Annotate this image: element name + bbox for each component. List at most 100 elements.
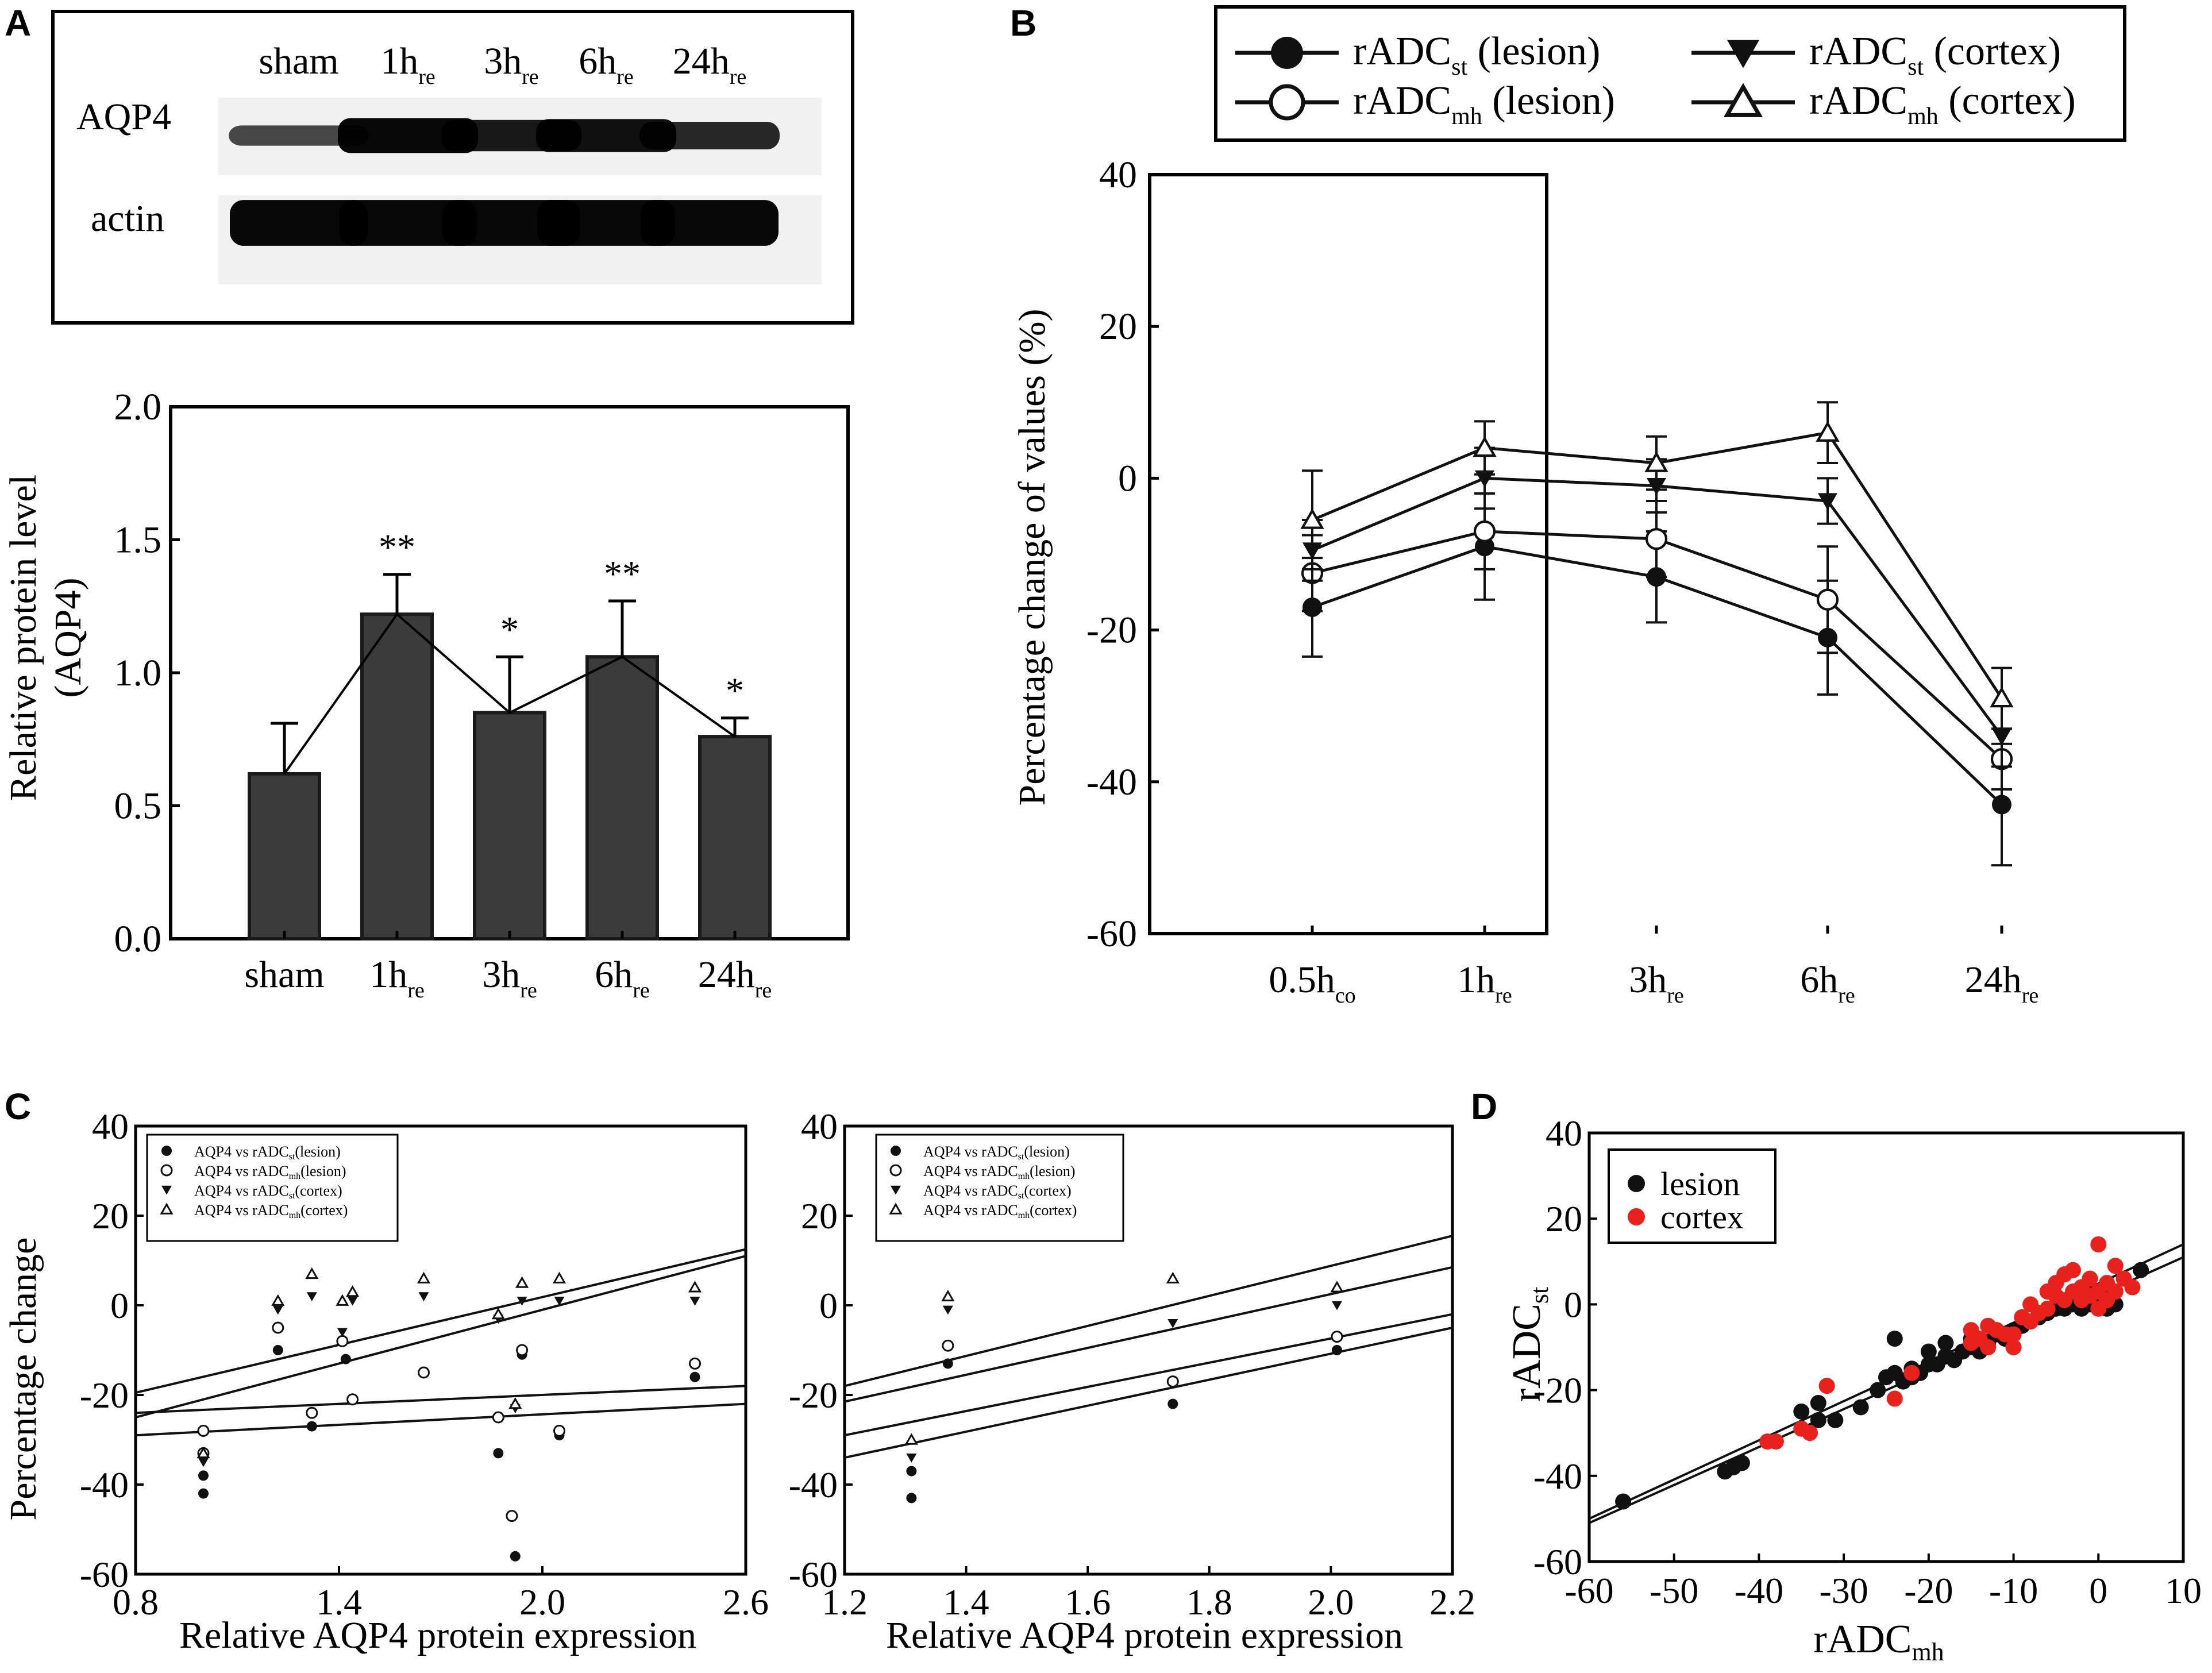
chart-d-point-lesion-12	[1886, 1331, 1903, 1347]
chart-c-right-point-s0-1	[906, 1493, 917, 1504]
chart-a-xtick-label-2-main: 3h	[482, 954, 520, 996]
chart-d-point-lesion-5	[1810, 1412, 1826, 1428]
chart-b-legend-label-0: rADCst (lesion)	[1353, 29, 1600, 80]
chart-b-legend-label-3: rADCmh (cortex)	[1809, 79, 2076, 130]
chart-a-bar-1	[360, 612, 434, 940]
chart-c-right-legend-label-2: AQP4 vs rADCst(cortex)	[923, 1182, 1072, 1201]
chart-b-legend-suffix: (cortex)	[1924, 29, 2061, 74]
chart-d-point-cortex-12	[2005, 1339, 2022, 1355]
chart-c-left: Percentage change Relative AQP4 protein …	[2, 1106, 769, 1656]
chart-c-left-legend-text: AQP4 vs rADC	[194, 1182, 289, 1199]
chart-c-left-xtick-label: 1.4	[316, 1582, 362, 1622]
chart-b-legend-label-1: rADCmh (lesion)	[1353, 79, 1615, 130]
chart-c-right-ytick-label: -20	[789, 1375, 838, 1416]
chart-c-right-point-s3-1	[941, 1289, 955, 1302]
chart-c-right-xtick-label: 1.4	[943, 1582, 989, 1622]
panel-label-d: D	[1471, 1086, 1497, 1127]
chart-c-right-fit-line-1	[844, 1266, 1453, 1403]
chart-c-left-point-s3-9	[552, 1271, 567, 1283]
chart-a-xtick-label-2: 3hre	[482, 954, 537, 1003]
chart-d-point-lesion-0	[1615, 1493, 1632, 1510]
chart-b-legend-marker-0	[1271, 37, 1303, 69]
chart-d-legend-frame	[1608, 1148, 1776, 1244]
chart-a-ytick-label: 1.0	[114, 652, 162, 694]
chart-d-ytick-label: 20	[1546, 1198, 1582, 1239]
chart-c-right-legend-marker-0	[891, 1146, 901, 1156]
chart-b-ytick-label: -60	[1086, 913, 1137, 955]
chart-b-xtick-label-1-main: 1h	[1457, 959, 1495, 1001]
chart-a-sig-2: *	[500, 609, 519, 650]
chart-c-left-point-s3-5	[417, 1271, 431, 1283]
chart-d-xtick-label: -40	[1735, 1570, 1783, 1611]
chart-d-point-cortex-4	[1818, 1378, 1835, 1394]
chart-b-point-s2-3	[1818, 493, 1837, 511]
chart-b-xtick-label-0-main: 0.5h	[1269, 959, 1335, 1001]
chart-c-left-point-s2-3	[337, 1328, 348, 1337]
blot-lane-3-sub: re	[616, 65, 634, 89]
chart-b-ylabel: Percentage change of values (%)	[1011, 309, 1053, 806]
chart-c-left-fit-line-2	[135, 1385, 746, 1414]
chart-c-right-xtick-label: 1.8	[1186, 1582, 1232, 1622]
chart-c-right-legend-text: AQP4 vs rADC	[923, 1202, 1018, 1219]
chart-c-left-xtick-label: 2.6	[723, 1582, 769, 1622]
chart-c-left-legend-sub: mh	[289, 1171, 300, 1181]
chart-c-left-legend-text: AQP4 vs rADC	[194, 1143, 289, 1160]
chart-b-legend-main: rADC	[1353, 79, 1451, 123]
chart-c-left-legend-label-3: AQP4 vs rADCmh(cortex)	[194, 1202, 348, 1220]
chart-c-left-point-s0-4	[340, 1354, 351, 1364]
blot-lane-0-main: sham	[259, 40, 338, 82]
chart-c-left-point-s1-8	[506, 1510, 518, 1522]
chart-c-left-legend-label-2: AQP4 vs rADCst(cortex)	[194, 1182, 342, 1201]
chart-c-left-legend-sub: mh	[289, 1211, 300, 1220]
chart-c-right-xtick-label: 2.2	[1429, 1582, 1475, 1622]
chart-b-legend-sub: mh	[1451, 103, 1482, 130]
chart-b-xtick-label-4-main: 24h	[1965, 959, 2022, 1001]
chart-d-point-cortex-28	[2090, 1236, 2107, 1252]
chart-a-xtick-label-3-main: 6h	[595, 954, 633, 996]
chart-c-right-legend-text: AQP4 vs rADC	[923, 1182, 1018, 1199]
chart-c-left-frame	[134, 1124, 747, 1576]
chart-b-point-s3-1	[1473, 436, 1497, 457]
chart-c-left-point-s1-6	[418, 1366, 430, 1379]
chart-c-left-legend-marker-3	[160, 1202, 174, 1215]
chart-d-point-lesion-40	[1937, 1335, 1954, 1351]
chart-b-ytick-label: -40	[1086, 761, 1137, 803]
blot-lane-1-sub: re	[418, 65, 436, 89]
chart-c-right-point-s0-2	[942, 1358, 953, 1369]
chart-b-xtick-label-2-main: 3h	[1629, 959, 1667, 1001]
chart-c-left-point-s2-10	[689, 1297, 700, 1306]
chart-d-legend-label-0: lesion	[1660, 1165, 1740, 1202]
chart-a-xtick-label-4-sub: re	[755, 978, 772, 1003]
chart-a-bar-3	[585, 655, 659, 940]
chart-c-right-legend-tail: (lesion)	[1030, 1163, 1075, 1179]
blot-lane-2: 3hre	[484, 40, 539, 89]
chart-d-point-lesion-39	[2133, 1262, 2149, 1278]
chart-c-right-legend-marker-2	[891, 1185, 901, 1195]
band-aqp4-3	[536, 119, 676, 152]
chart-d-point-lesion-6	[1810, 1394, 1826, 1411]
chart-c-right-point-s0-4	[1331, 1345, 1342, 1355]
chart-b-point-s3-2	[1644, 451, 1668, 472]
chart-c-right-legend-label-0: AQP4 vs rADCst(lesion)	[923, 1143, 1070, 1162]
chart-a-overlay-line	[283, 612, 736, 775]
chart-d-scatter: rADCst rADCmh -60 -40 -20 0 20 40 -60 -50 -40 -30…	[1505, 1113, 2202, 1666]
chart-a-xtick-label-1-sub: re	[407, 978, 425, 1003]
chart-d-point-lesion-4	[1793, 1403, 1810, 1420]
chart-c-right-xtick-label: 1.2	[822, 1582, 868, 1622]
chart-c-left-legend-sub: st	[289, 1152, 295, 1162]
chart-c-right-point-s1-2	[1331, 1331, 1343, 1343]
chart-d-point-cortex-36	[1980, 1339, 1997, 1355]
chart-d-xtick-label: -60	[1564, 1570, 1613, 1611]
chart-c-right-legend-label-3: AQP4 vs rADCmh(cortex)	[923, 1202, 1077, 1220]
chart-b-xtick-label-2-sub: re	[1667, 984, 1684, 1008]
blot-lane-4: 24hre	[673, 40, 747, 89]
chart-a-sig-4: *	[726, 670, 744, 711]
chart-a-ylabel-line1: Relative protein level	[2, 475, 44, 801]
chart-c-right-legend-frame	[875, 1134, 1124, 1242]
chart-d-point-lesion-9	[1870, 1382, 1886, 1398]
chart-a-xtick-label-0-main: sham	[244, 954, 324, 996]
chart-b-xtick-label-1: 1hre	[1457, 959, 1512, 1008]
chart-d-xtick-label: -50	[1650, 1570, 1698, 1611]
chart-d-point-lesion-8	[1852, 1399, 1869, 1416]
chart-d-point-cortex-3	[1802, 1425, 1818, 1441]
